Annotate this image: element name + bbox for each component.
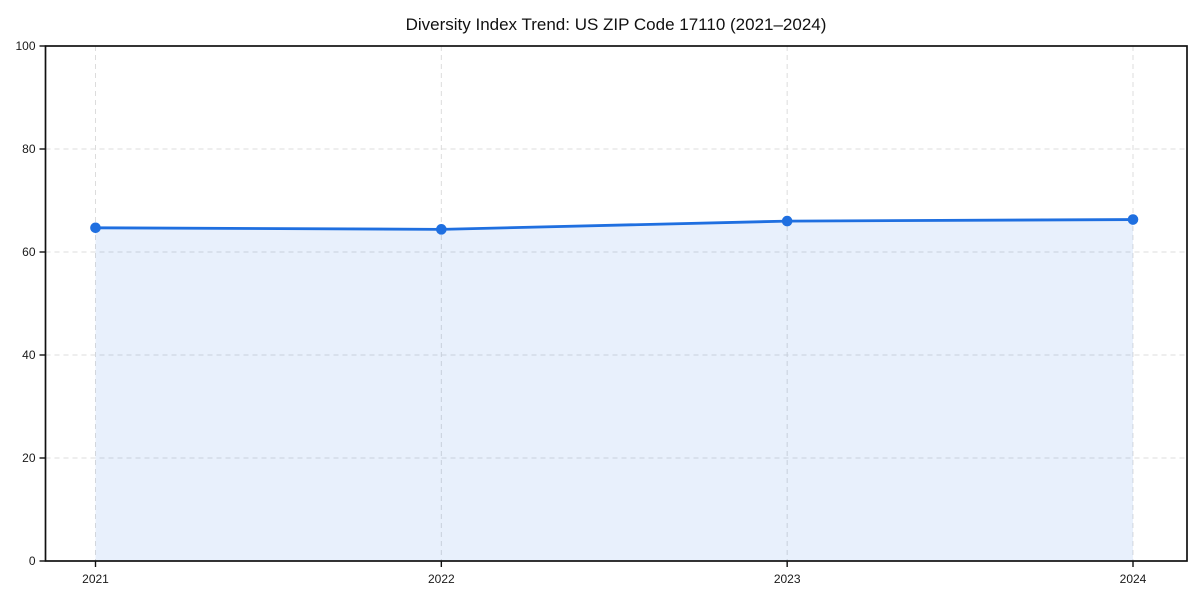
data-point [90, 222, 101, 234]
chart-title: Diversity Index Trend: US ZIP Code 17110… [406, 15, 827, 34]
area-fill [95, 219, 1133, 561]
x-tick-label: 2022 [428, 572, 455, 586]
data-point [436, 224, 447, 235]
y-tick-label: 20 [22, 451, 36, 465]
data-point [781, 215, 793, 227]
y-tick-label: 0 [29, 554, 36, 568]
y-tick-label: 100 [15, 39, 35, 53]
axes-frame [44, 45, 1188, 562]
y-tick-label: 40 [22, 348, 36, 362]
x-tick-label: 2021 [82, 572, 109, 586]
trend-line [94, 218, 1135, 231]
x-tick-label: 2023 [774, 572, 801, 586]
x-tick-label: 2024 [1120, 572, 1147, 586]
y-tick-label: 60 [22, 245, 36, 259]
y-tick-label: 80 [22, 142, 36, 156]
data-point [1127, 214, 1139, 225]
plot-area: 0 20 40 60 80 100 2021 2022 2023 2024 [15, 39, 1188, 586]
